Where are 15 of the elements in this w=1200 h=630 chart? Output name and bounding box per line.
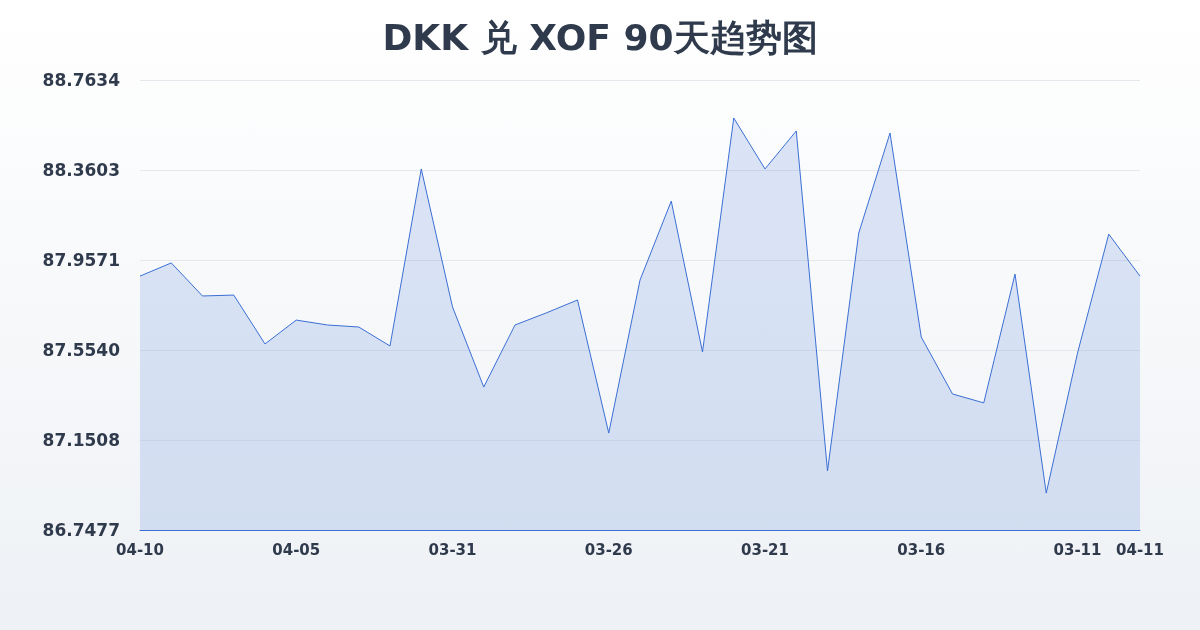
y-tick-label: 87.1508 xyxy=(42,430,120,451)
x-tick-label: 04-10 xyxy=(116,540,164,559)
x-tick-label: 03-26 xyxy=(584,540,633,559)
y-tick-label: 88.3603 xyxy=(42,159,120,180)
x-tick-label: 03-21 xyxy=(741,540,789,559)
x-tick-label: 04-11 xyxy=(1116,540,1164,559)
y-tick-label: 87.5540 xyxy=(42,340,121,360)
y-tick-label: 86.7477 xyxy=(42,520,120,540)
chart-title: DKK 兑 XOF 90天趋势图 xyxy=(382,16,818,58)
y-tick-label: 87.9571 xyxy=(42,250,120,270)
x-tick-label: 03-16 xyxy=(897,540,946,559)
x-tick-label: 04-05 xyxy=(272,540,321,559)
y-tick-label: 88.7634 xyxy=(42,70,121,90)
x-tick-label: 03-31 xyxy=(428,540,477,559)
x-tick-label: 03-11 xyxy=(1053,540,1102,559)
